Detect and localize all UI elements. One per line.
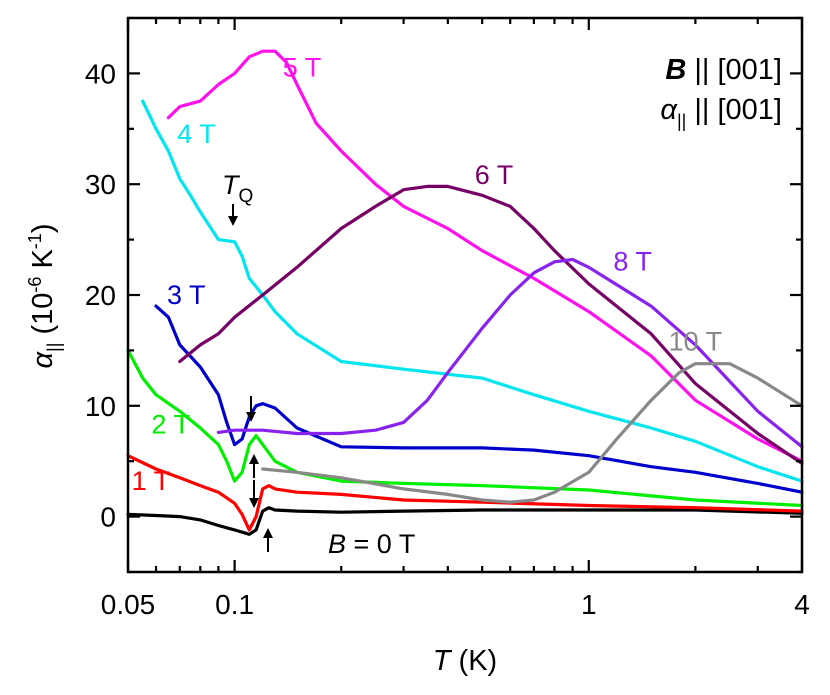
series-line-10-t	[261, 362, 804, 504]
series-line-3-t	[154, 304, 804, 494]
y-tick-label: 40	[85, 58, 116, 89]
annotation-layer	[228, 204, 273, 552]
series-label-10-t: 10 T	[669, 326, 723, 356]
legend-field-direction: B || [001]	[665, 54, 782, 86]
series-label-5-t: 5 T	[283, 53, 322, 83]
x-tick-label: 1	[581, 589, 597, 620]
series-label-1-t: 1 T	[132, 466, 171, 496]
arrow-0t-up-head	[263, 528, 273, 538]
x-tick-label: 4	[794, 589, 810, 620]
series-label-2-t: 2 T	[151, 410, 190, 440]
series-label-4-t: 4 T	[177, 119, 216, 149]
x-axis-label: T (K)	[433, 645, 497, 677]
tq-arrow-head	[228, 216, 238, 226]
y-tick-label: 30	[85, 169, 116, 200]
x-tick-label: 0.05	[101, 589, 156, 620]
series-line-1-t	[126, 454, 804, 532]
series-line-b-0-t	[126, 506, 804, 536]
series-label-layer: 1 T 2 T 3 T 4 T 5 T 6 T 8 T 10 T	[132, 53, 723, 496]
tq-annotation-label: TQ	[222, 170, 253, 207]
y-tick-label: 0	[100, 502, 116, 533]
legend-expansion-direction: α|| || [001]	[660, 94, 782, 131]
series-line-8-t	[216, 257, 804, 449]
series-line-4-t	[141, 99, 804, 483]
arrow-1t-down-head	[249, 498, 259, 508]
series-line-5-t	[166, 49, 804, 463]
series-label-3-t: 3 T	[167, 280, 206, 310]
b0-annotation-label: B = 0 T	[328, 529, 415, 559]
x-tick-label: 0.1	[215, 589, 254, 620]
y-tick-label: 20	[85, 280, 116, 311]
series-layer	[126, 49, 804, 536]
series-line-2-t	[126, 348, 804, 508]
y-tick-label: 10	[85, 391, 116, 422]
y-axis-label: α|| (10-6 K-1)	[25, 224, 64, 369]
series-line-6-t	[178, 184, 804, 465]
series-label-8-t: 8 T	[613, 247, 652, 277]
arrow-3t-head	[246, 412, 256, 422]
series-label-6-t: 6 T	[475, 160, 514, 190]
arrow-2t-up-head	[249, 454, 259, 464]
